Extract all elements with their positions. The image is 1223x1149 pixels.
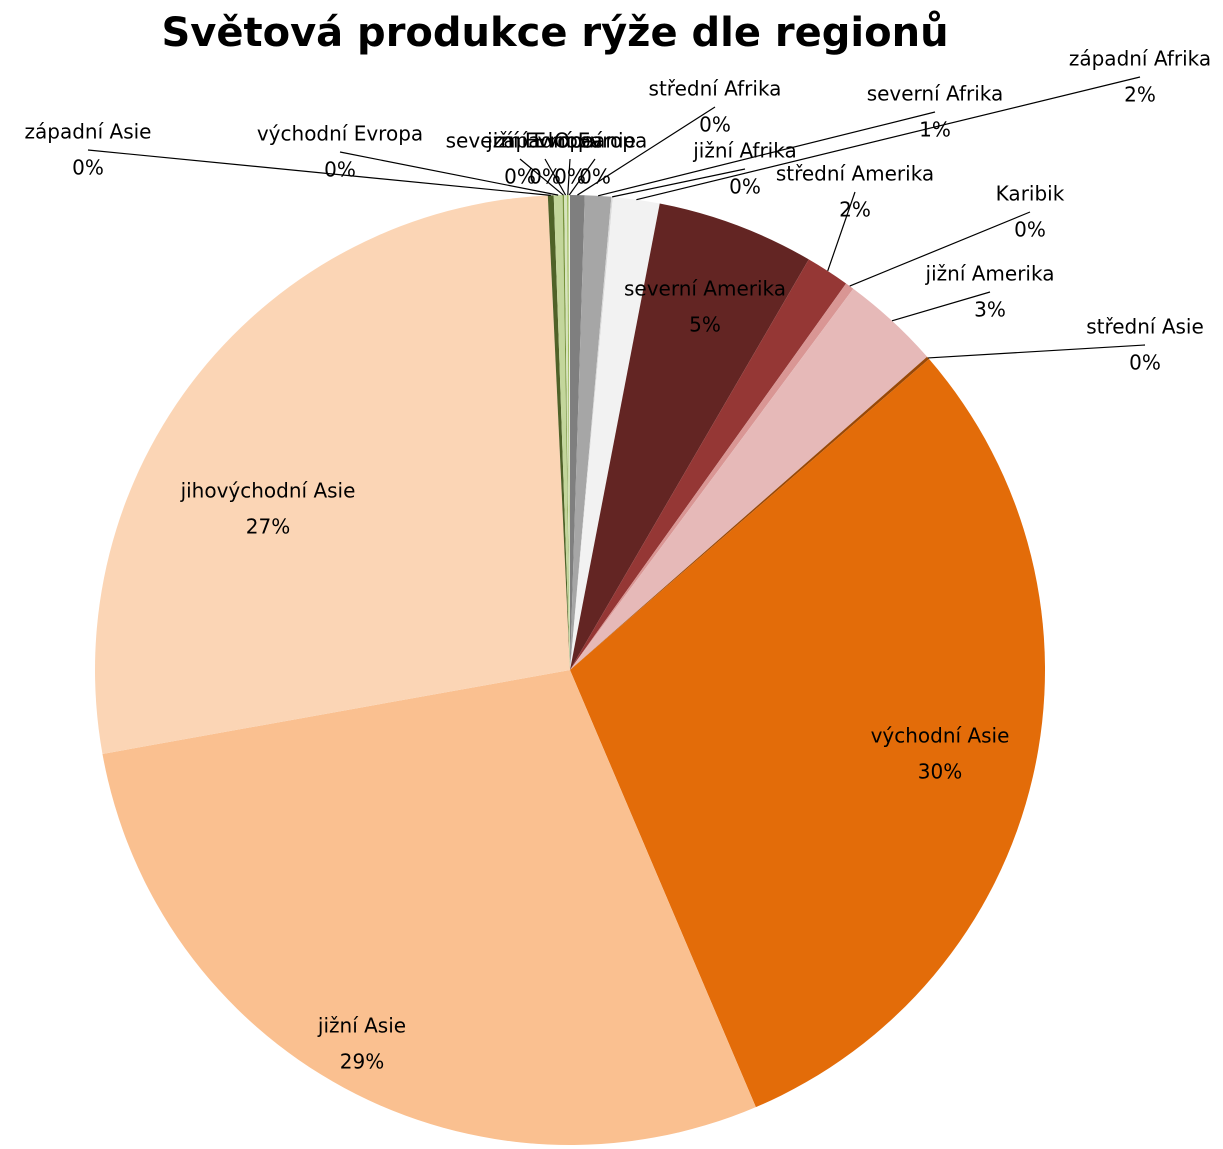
slice-label: jižní Asie <box>317 1014 406 1038</box>
slice-label: východní Evropa <box>257 122 423 146</box>
slice-value: 30% <box>918 760 962 784</box>
slice-label: západní Evropa <box>493 129 647 153</box>
slice-label: střední Asie <box>1086 315 1204 339</box>
slice-label: střední Afrika <box>649 77 782 101</box>
slice-label: severní Amerika <box>624 277 786 301</box>
slice-label: střední Amerika <box>776 162 934 186</box>
leader-line <box>519 158 564 196</box>
pie-slice <box>547 195 570 670</box>
leader-line <box>339 151 559 196</box>
slice-value: 0% <box>729 175 761 199</box>
pie-slice <box>568 195 570 670</box>
pie-slice <box>562 195 570 670</box>
slice-label: západní Asie <box>25 120 152 144</box>
pie-slice <box>102 670 756 1145</box>
slice-value: 27% <box>246 515 290 539</box>
pie-slice <box>570 359 1046 1108</box>
slice-value: 0% <box>699 113 731 137</box>
leader-line <box>928 344 1146 359</box>
leader-line <box>567 158 571 196</box>
pie-slice <box>570 196 613 670</box>
leader-line <box>568 158 596 196</box>
slice-value: 0% <box>72 156 104 180</box>
slice-value: 2% <box>1124 83 1156 107</box>
slice-value: 5% <box>689 313 721 337</box>
pie-slice <box>570 288 928 670</box>
pie-slice <box>570 356 930 670</box>
slice-value: 29% <box>340 1050 384 1074</box>
leader-line <box>612 168 746 198</box>
slice-value: 0% <box>1129 351 1161 375</box>
slice-label: Oceánie <box>554 129 636 153</box>
pie-slice <box>570 203 809 670</box>
slice-label: západní Afrika <box>1069 47 1211 71</box>
slice-label: jižní Evropa <box>486 129 603 153</box>
leader-line <box>597 111 936 197</box>
leader-line <box>827 191 856 272</box>
pie-slice <box>570 196 660 670</box>
slice-value: 2% <box>839 198 871 222</box>
slice-label: severní Afrika <box>867 82 1004 106</box>
leader-line <box>891 291 991 322</box>
pie-slice <box>570 195 612 670</box>
chart-title: Světová produkce rýže dle regionů <box>161 9 948 56</box>
slice-label: jižní Afrika <box>692 139 796 163</box>
slice-label: severní Evropa <box>446 129 595 153</box>
slice-label: Karibik <box>996 182 1065 206</box>
slice-label: jižní Amerika <box>925 262 1055 286</box>
leader-line <box>544 158 567 196</box>
slice-label: východní Asie <box>871 724 1010 748</box>
slice-value: 0% <box>554 165 586 189</box>
pie-slice <box>570 259 847 670</box>
pie-slice <box>570 283 854 670</box>
pie-slice <box>564 195 570 671</box>
pie-slice <box>570 195 585 670</box>
slice-value: 3% <box>974 298 1006 322</box>
leader-line <box>87 149 551 196</box>
pie-slice <box>94 195 570 754</box>
leader-line <box>849 211 1031 287</box>
slice-value: 0% <box>579 165 611 189</box>
slice-value: 0% <box>1014 218 1046 242</box>
slice-value: 0% <box>504 165 536 189</box>
pie-slice <box>567 195 570 670</box>
slice-label: jihovýchodní Asie <box>180 479 356 503</box>
leader-line <box>577 106 716 196</box>
slice-value: 0% <box>529 165 561 189</box>
slice-value: 0% <box>324 158 356 182</box>
leader-line <box>636 76 1141 201</box>
pie-slice <box>553 195 570 670</box>
